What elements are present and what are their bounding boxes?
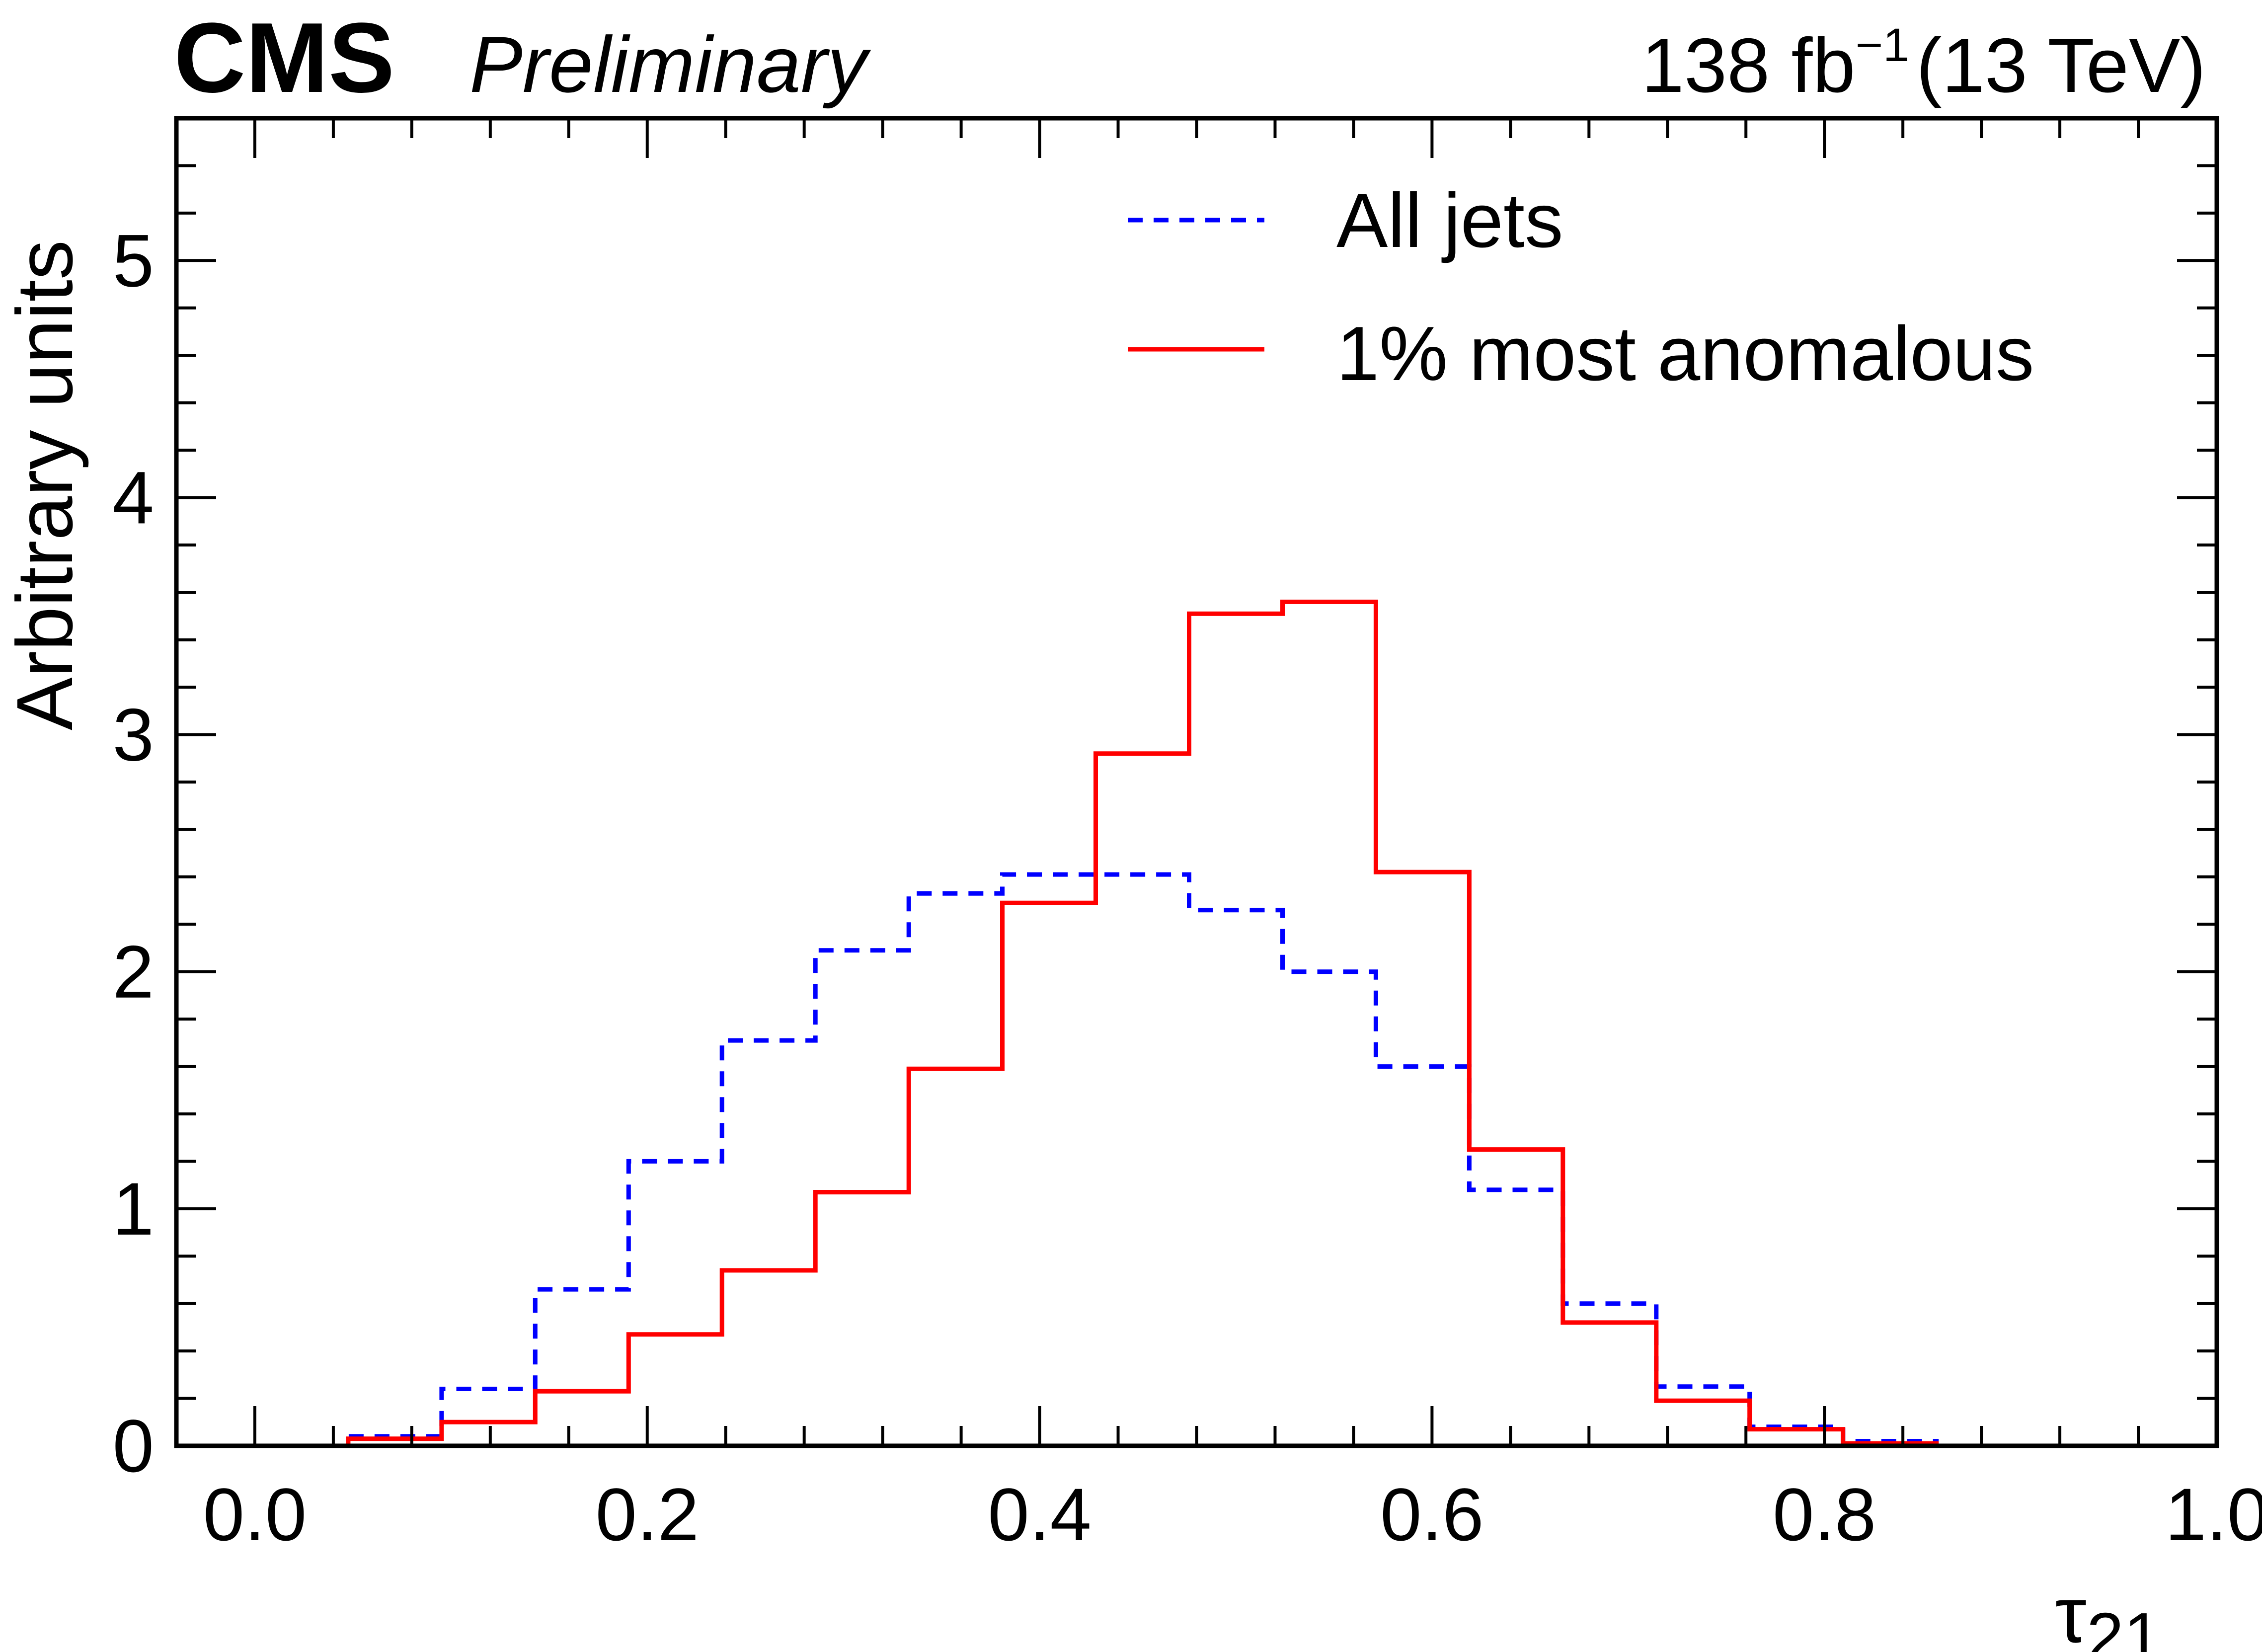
y-tick-label: 4 bbox=[113, 456, 154, 539]
x-axis-title: τ21 bbox=[2055, 1570, 2161, 1652]
y-tick-label: 5 bbox=[113, 219, 154, 302]
x-tick-label: 1.0 bbox=[2165, 1473, 2262, 1556]
lumi-exponent: −1 bbox=[1856, 19, 1909, 72]
x-axis-title-main: τ bbox=[2055, 1570, 2087, 1652]
y-tick-label: 1 bbox=[113, 1167, 154, 1251]
x-axis-title-sub: 21 bbox=[2087, 1599, 2161, 1652]
x-tick-label: 0.0 bbox=[203, 1473, 307, 1556]
series-line-1-most-anomalous bbox=[255, 599, 2123, 1448]
x-tick-label: 0.2 bbox=[596, 1473, 700, 1556]
y-tick-label: 2 bbox=[113, 930, 154, 1014]
legend: All jets 1% most anomalous bbox=[1128, 177, 2034, 396]
lumi-value: 138 fb bbox=[1641, 22, 1856, 108]
y-tick-label: 0 bbox=[113, 1404, 154, 1488]
legend-label-all-jets: All jets bbox=[1336, 177, 1563, 263]
luminosity-label: 138 fb−1(13 TeV) bbox=[1641, 19, 2206, 108]
legend-label-most-anomalous: 1% most anomalous bbox=[1336, 311, 2034, 396]
experiment-label: CMS bbox=[174, 2, 394, 113]
y-tick-label: 3 bbox=[113, 693, 154, 777]
y-axis-title: Arbitrary units bbox=[0, 240, 89, 730]
x-tick-label: 0.8 bbox=[1773, 1473, 1876, 1556]
status-label: Preliminary bbox=[469, 20, 871, 109]
lumi-energy: (13 TeV) bbox=[1916, 22, 2206, 108]
x-tick-label: 0.4 bbox=[988, 1473, 1092, 1556]
plot-area: 0.0 0.2 0.4 0.6 0.8 1.0 0 1 2 3 4 5 bbox=[113, 116, 2262, 1556]
x-tick-label: 0.6 bbox=[1380, 1473, 1484, 1556]
